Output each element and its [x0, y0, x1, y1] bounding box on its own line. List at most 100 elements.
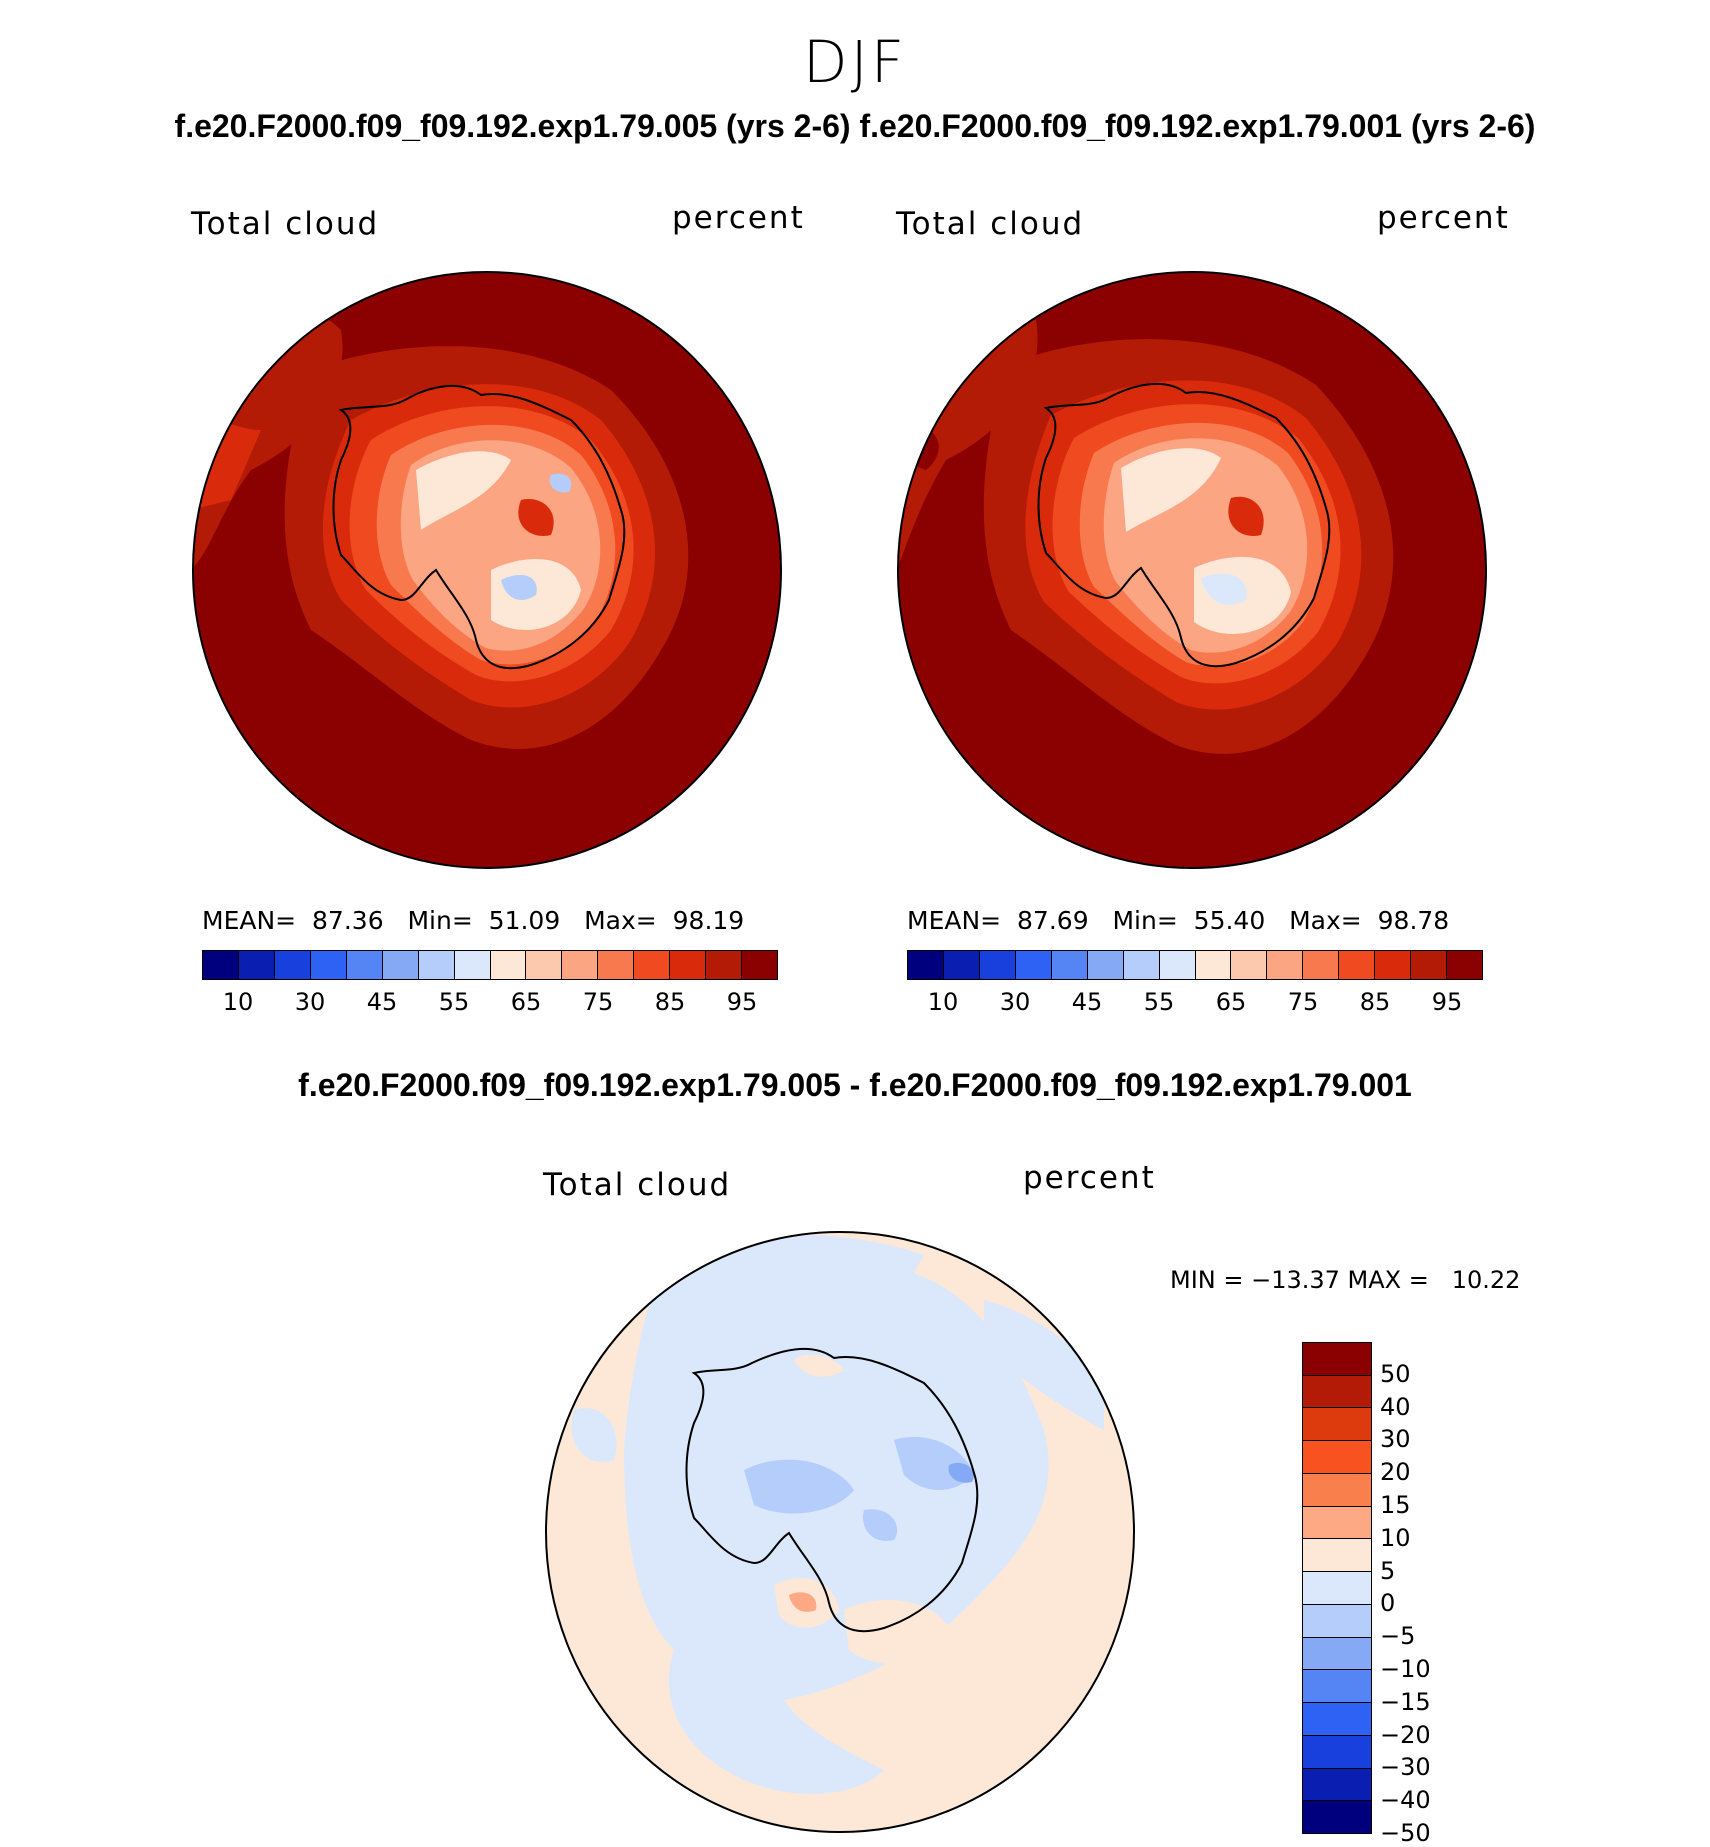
colorbar-tick-label: 10 — [1380, 1523, 1411, 1552]
panel1-variable-label: Total cloud — [191, 206, 380, 242]
colorbar-swatch — [1339, 951, 1376, 979]
colorbar-swatch — [1303, 1670, 1371, 1704]
colorbar-swatch — [418, 951, 455, 979]
colorbar-swatch — [454, 951, 491, 979]
colorbar-tick-label: 50 — [1380, 1359, 1411, 1388]
colorbar-tick-label: 85 — [654, 988, 686, 1016]
negative-fill — [744, 1235, 924, 1290]
difference-minmax: MIN = −13.37 MAX = 10.22 — [1170, 1266, 1521, 1294]
colorbar-swatch — [238, 951, 275, 979]
colorbar-swatch — [490, 951, 527, 979]
positive-fill — [794, 1354, 844, 1377]
colorbar-swatch — [1087, 951, 1124, 979]
colorbar-swatch — [1195, 951, 1232, 979]
negative-fill — [863, 1509, 898, 1541]
cloud-band — [416, 451, 511, 530]
colorbar-tick-label: 85 — [1359, 988, 1391, 1016]
panel1-map — [192, 271, 782, 869]
min-value: 51.09 — [488, 906, 561, 935]
colorbar-tick-label: 0 — [1380, 1589, 1396, 1618]
map-border — [897, 271, 1487, 869]
colorbar-tick-label: 95 — [1431, 988, 1463, 1016]
colorbar-tick-label: 20 — [1380, 1458, 1411, 1487]
panel2-variable-label: Total cloud — [896, 206, 1085, 242]
colorbar-swatch — [979, 951, 1016, 979]
colorbar-swatch — [1159, 951, 1196, 979]
colorbar-swatch — [943, 951, 980, 979]
colorbar-swatch — [1303, 1343, 1371, 1376]
mean-value: 87.69 — [1017, 906, 1089, 935]
colorbar-tick-label: 40 — [1380, 1392, 1411, 1421]
case-titles: f.e20.F2000.f09_f09.192.exp1.79.005 (yrs… — [174, 108, 1536, 144]
negative-fill — [984, 1300, 1104, 1430]
colorbar-swatch — [670, 951, 707, 979]
colorbar-tick-label: 10 — [222, 988, 254, 1016]
colorbar-swatch — [706, 951, 743, 979]
colorbar-swatch — [1303, 1375, 1371, 1409]
colorbar-swatch — [1303, 1703, 1371, 1736]
colorbar-swatch — [1375, 951, 1412, 979]
colorbar-swatch — [1447, 951, 1482, 979]
difference-title: f.e20.F2000.f09_f09.192.exp1.79.005 - f.… — [298, 1067, 1412, 1103]
panel2-map — [897, 271, 1487, 869]
colorbar-swatch — [1303, 1637, 1371, 1671]
colorbar-swatch — [1303, 1441, 1371, 1474]
colorbar-tick-label: −50 — [1380, 1819, 1431, 1847]
antarctica-coastline — [1037, 382, 1331, 668]
panel2-units-label: percent — [1377, 200, 1510, 236]
colorbar-swatch — [310, 951, 347, 979]
antarctica-coastline — [685, 1347, 979, 1633]
colorbar-swatch — [1231, 951, 1268, 979]
panel1-units-label: percent — [672, 200, 805, 236]
negative-fill — [668, 1650, 884, 1794]
max-label: Max= — [584, 906, 657, 935]
colorbar-tick-label: 15 — [1380, 1491, 1411, 1519]
panel1-colorbar — [202, 950, 778, 980]
colorbar-tick-label: −20 — [1380, 1720, 1431, 1749]
colorbar-tick-label: 10 — [927, 988, 959, 1016]
map-border — [192, 271, 782, 869]
colorbar-swatch — [1303, 1408, 1371, 1442]
difference-colorbar-ticks: 50 40 30 20 15 10 5 0 −5 −10 −15 −20 −30 −40 −50 — [1380, 1342, 1470, 1847]
cloud-band — [518, 499, 554, 536]
difference-map — [545, 1231, 1135, 1833]
colorbar-tick-label: 30 — [294, 988, 326, 1016]
panel1-stats: MEAN= 87.36 Min= 51.09 Max= 98.19 — [202, 906, 744, 935]
colorbar-swatch — [1051, 951, 1088, 979]
negative-fill — [571, 1408, 617, 1462]
max-value: 98.78 — [1377, 906, 1450, 935]
colorbar-tick-label: −5 — [1380, 1622, 1416, 1651]
min-label: Min= — [407, 906, 473, 935]
positive-fill — [844, 1600, 954, 1664]
colorbar-swatch — [598, 951, 635, 979]
colorbar-tick-label: 75 — [582, 988, 614, 1016]
positive-fill — [789, 1592, 817, 1612]
min-value: 55.40 — [1193, 906, 1266, 935]
colorbar-swatch — [1303, 1735, 1371, 1769]
colorbar-tick-label: 55 — [1143, 988, 1175, 1016]
colorbar-swatch — [1303, 1473, 1371, 1507]
colorbar-tick-label: 5 — [1380, 1556, 1396, 1585]
mean-label: MEAN= — [907, 906, 1002, 935]
colorbar-swatch — [1303, 1768, 1371, 1802]
colorbar-swatch — [1267, 951, 1304, 979]
colorbar-swatch — [1303, 1572, 1371, 1605]
cloud-band — [549, 473, 572, 493]
colorbar-swatch — [1303, 951, 1340, 979]
colorbar-swatch — [346, 951, 383, 979]
mean-label: MEAN= — [202, 906, 297, 935]
colorbar-swatch — [634, 951, 671, 979]
cloud-band — [1201, 573, 1247, 605]
colorbar-tick-label: 30 — [1380, 1425, 1411, 1454]
colorbar-swatch — [1411, 951, 1448, 979]
max-label: Max= — [1289, 906, 1362, 935]
colorbar-tick-label: 65 — [1215, 988, 1247, 1016]
colorbar-tick-label: 45 — [1071, 988, 1103, 1016]
negative-fill — [948, 1462, 974, 1483]
colorbar-tick-label: 30 — [999, 988, 1031, 1016]
colorbar-tick-label: −15 — [1380, 1687, 1431, 1716]
colorbar-tick-label: 55 — [438, 988, 470, 1016]
colorbar-swatch — [742, 951, 777, 979]
mean-value: 87.36 — [312, 906, 384, 935]
panel2-stats: MEAN= 87.69 Min= 55.40 Max= 98.78 — [907, 906, 1449, 935]
